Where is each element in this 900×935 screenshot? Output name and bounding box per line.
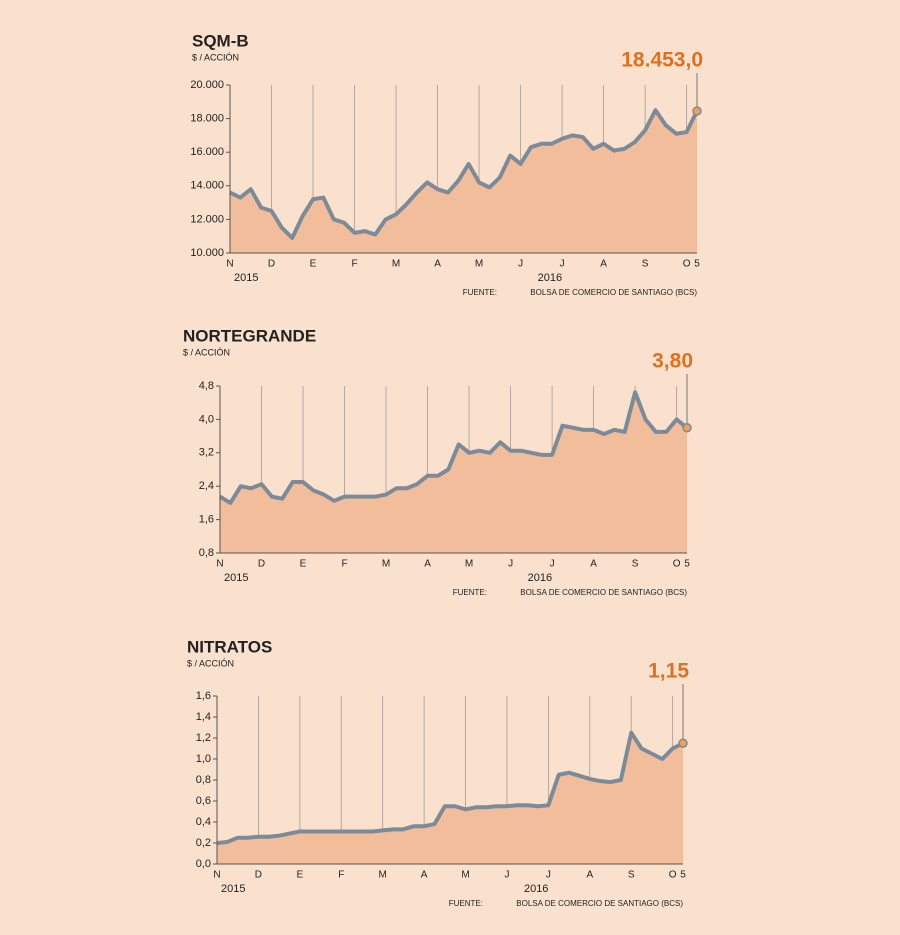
x-tick-label: A [424, 559, 431, 570]
y-tick-label: 0,8 [199, 547, 214, 559]
chart-subtitle: $ / ACCIÓN [192, 52, 239, 62]
chart-subtitle: $ / ACCIÓN [183, 347, 230, 357]
y-tick-label: 1,6 [199, 514, 214, 526]
end-point [678, 738, 688, 748]
x-tick-label: A [600, 259, 607, 270]
x-tick-label: O [673, 559, 681, 570]
year-label: 2016 [524, 883, 548, 895]
value-label: 18.453,0 [621, 49, 703, 72]
x-tick-label: M [379, 870, 387, 881]
y-tick-label: 0,2 [196, 837, 211, 849]
x-tick-label: A [421, 870, 428, 881]
y-tick-label: 0,8 [196, 774, 211, 786]
source-label: FUENTE: [463, 288, 497, 297]
chart-subtitle: $ / ACCIÓN [187, 658, 234, 668]
year-label: 2016 [528, 572, 552, 584]
year-label: 2015 [234, 272, 258, 284]
year-label: 2015 [221, 883, 245, 895]
y-tick-label: 4,8 [199, 380, 214, 392]
x-tick-label: F [351, 259, 357, 270]
x-tick-label: D [255, 870, 262, 881]
year-label: 2015 [224, 572, 248, 584]
year-label: 2016 [538, 272, 562, 284]
y-tick-label: 1,4 [196, 711, 211, 723]
y-tick-label: 14.000 [190, 180, 224, 192]
source: BOLSA DE COMERCIO DE SANTIAGO (BCS) [530, 288, 697, 297]
x-tick-label: O [669, 870, 677, 881]
x-tick-label: J [504, 870, 509, 881]
x-tick-label: A [590, 559, 597, 570]
x-tick-label: 5 [684, 559, 690, 570]
source: BOLSA DE COMERCIO DE SANTIAGO (BCS) [520, 588, 687, 597]
source-label: FUENTE: [449, 899, 483, 908]
line [229, 108, 699, 240]
y-tick-label: 10.000 [190, 247, 224, 259]
source-label: FUENTE: [453, 588, 487, 597]
x-tick-label: D [258, 559, 265, 570]
y-tick-label: 0,4 [196, 816, 211, 828]
chart-title: NITRATOS [187, 637, 272, 656]
y-tick-label: 1,6 [196, 690, 211, 702]
x-tick-label: S [628, 870, 635, 881]
x-tick-label: 5 [680, 870, 686, 881]
x-tick-label: N [226, 259, 233, 270]
end-point [682, 423, 692, 433]
y-tick-label: 20.000 [190, 79, 224, 91]
y-tick-label: 1,2 [196, 732, 211, 744]
y-tick-label: 12.000 [190, 213, 224, 225]
x-tick-label: M [392, 259, 400, 270]
x-tick-label: J [546, 870, 551, 881]
x-tick-label: A [434, 259, 441, 270]
area [230, 110, 697, 253]
end-point [692, 106, 702, 116]
x-tick-label: M [461, 870, 469, 881]
y-tick-label: 1,0 [196, 753, 211, 765]
x-tick-label: J [508, 559, 513, 570]
value-label: 3,80 [652, 350, 693, 373]
x-tick-label: N [213, 870, 220, 881]
source: BOLSA DE COMERCIO DE SANTIAGO (BCS) [516, 899, 683, 908]
y-tick-label: 2,4 [199, 480, 214, 492]
line [218, 390, 689, 505]
x-tick-label: S [642, 259, 649, 270]
x-tick-label: F [341, 559, 347, 570]
x-tick-label: M [465, 559, 473, 570]
x-tick-label: M [382, 559, 390, 570]
x-tick-label: A [586, 870, 593, 881]
area [220, 392, 687, 553]
y-tick-label: 0,0 [196, 858, 211, 870]
x-tick-label: J [560, 259, 565, 270]
chart-title: SQM-B [192, 31, 249, 50]
y-tick-label: 16.000 [190, 146, 224, 158]
x-tick-label: S [632, 559, 639, 570]
x-tick-label: E [300, 559, 307, 570]
x-tick-label: J [550, 559, 555, 570]
x-tick-label: 5 [694, 259, 700, 270]
x-tick-label: D [268, 259, 275, 270]
x-tick-label: M [475, 259, 483, 270]
y-tick-label: 3,2 [199, 447, 214, 459]
y-tick-label: 18.000 [190, 113, 224, 125]
value-label: 1,15 [648, 660, 689, 683]
chart-title: NORTEGRANDE [183, 326, 316, 345]
y-tick-label: 4,0 [199, 413, 214, 425]
line [216, 730, 684, 845]
x-tick-label: F [338, 870, 344, 881]
x-tick-label: O [683, 259, 691, 270]
x-tick-label: E [310, 259, 317, 270]
area [217, 732, 683, 864]
x-tick-label: J [518, 259, 523, 270]
x-tick-label: N [216, 559, 223, 570]
x-tick-label: E [297, 870, 304, 881]
y-tick-label: 0,6 [196, 795, 211, 807]
